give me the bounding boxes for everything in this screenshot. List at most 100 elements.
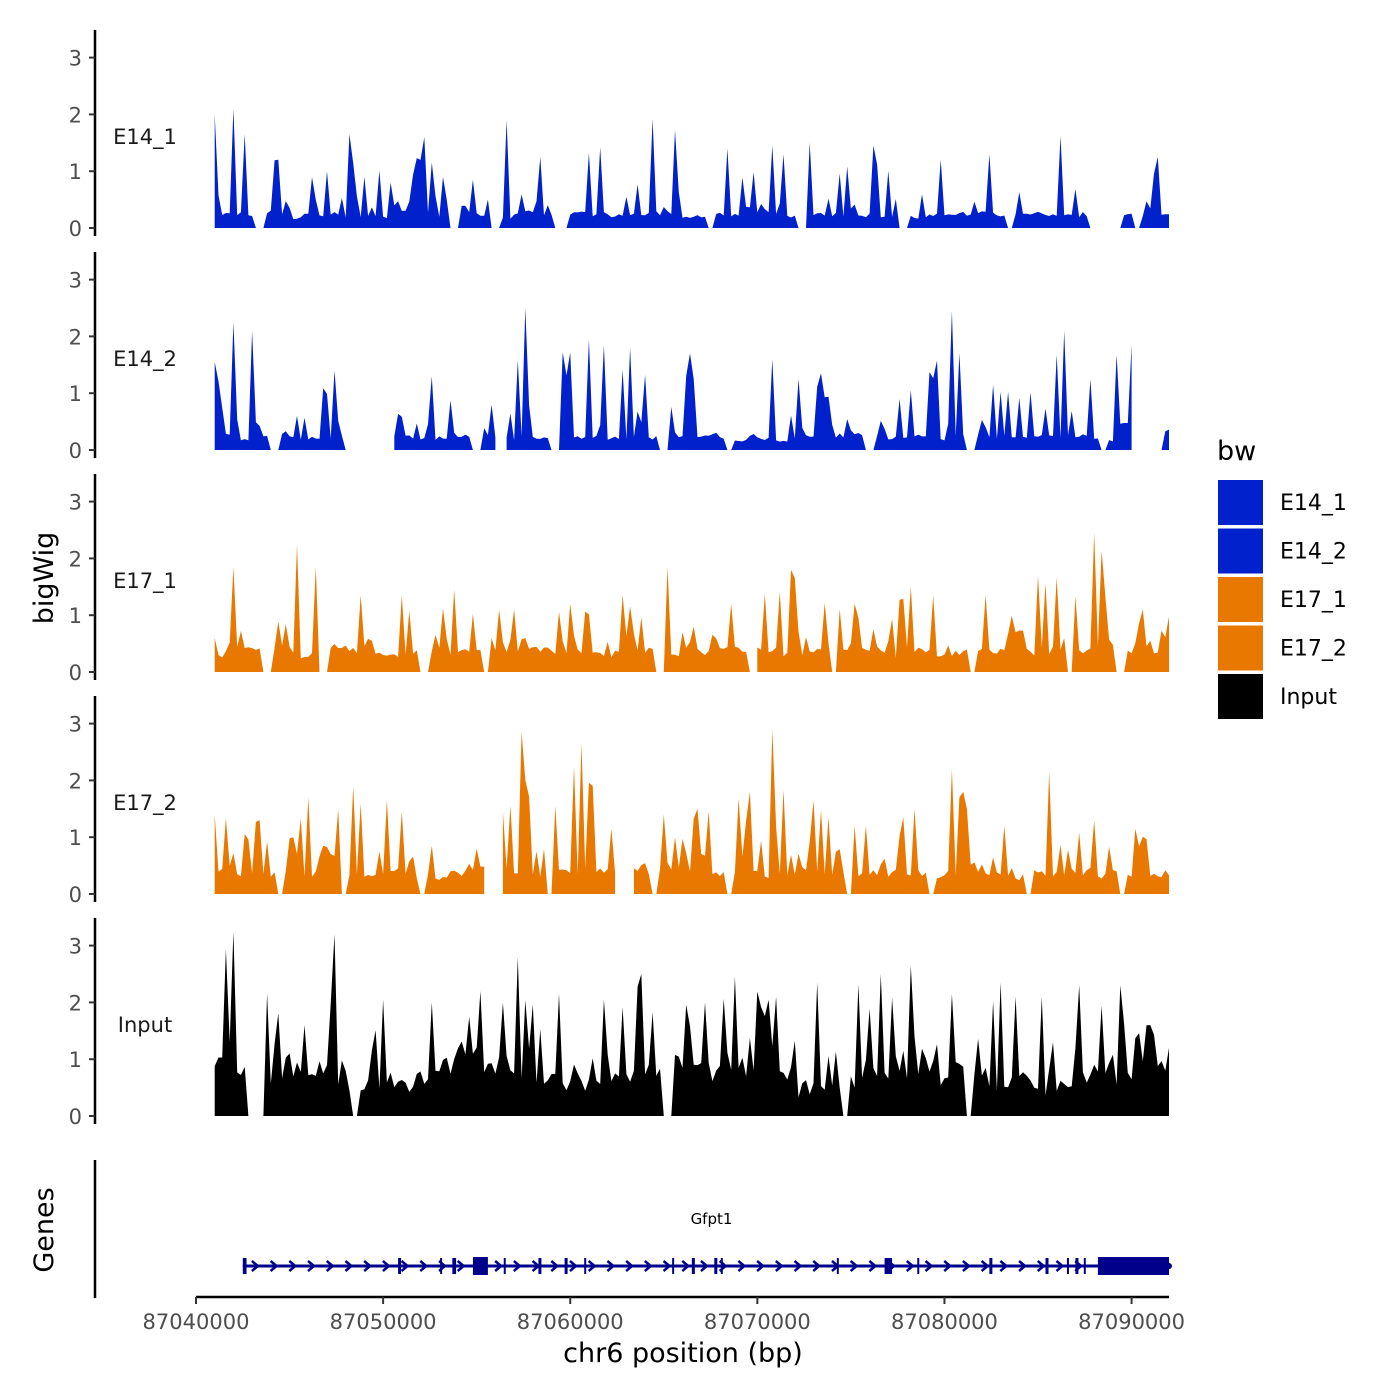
strand-arrow bbox=[269, 1260, 279, 1272]
gene-exon bbox=[1045, 1258, 1049, 1274]
strand-arrow bbox=[793, 1260, 803, 1272]
y-tick-label: 2 bbox=[69, 547, 82, 571]
legend-label-E14_2: E14_2 bbox=[1280, 540, 1347, 565]
legend-label-Input: Input bbox=[1280, 685, 1337, 710]
signal-area-E14_1 bbox=[214, 108, 1091, 228]
strand-arrow bbox=[456, 1260, 466, 1272]
y-tick-label: 1 bbox=[69, 604, 82, 628]
strand-arrow bbox=[344, 1260, 354, 1272]
signal-area-E14_2 bbox=[1161, 429, 1169, 450]
strand-arrow bbox=[251, 1260, 260, 1272]
strand-arrow bbox=[382, 1260, 391, 1272]
y-tick-label: 1 bbox=[69, 1048, 82, 1072]
x-tick-label: 87050000 bbox=[330, 1310, 437, 1334]
track-label-E17_1: E17_1 bbox=[113, 569, 177, 594]
signal-area-E14_1 bbox=[1120, 157, 1169, 228]
x-axis: 87040000 87050000 87060000 87070000 87080000… bbox=[143, 1295, 1185, 1334]
strand-arrow bbox=[980, 1260, 990, 1272]
strand-arrow bbox=[325, 1260, 335, 1272]
strand-arrow bbox=[307, 1260, 316, 1272]
gene-exon bbox=[398, 1258, 402, 1274]
legend-swatch-E14_2 bbox=[1218, 528, 1263, 574]
strand-arrow bbox=[363, 1260, 373, 1272]
strand-arrow bbox=[943, 1260, 953, 1272]
strand-arrow bbox=[962, 1260, 971, 1272]
gene-exon bbox=[989, 1258, 993, 1274]
gene-exon bbox=[691, 1258, 695, 1274]
track-label-E14_1: E14_1 bbox=[113, 125, 177, 150]
y-tick-label: 1 bbox=[69, 382, 82, 406]
y-tick-label: 2 bbox=[69, 991, 82, 1015]
x-tick-label: 87040000 bbox=[143, 1310, 250, 1334]
y-tick-label: 3 bbox=[69, 935, 82, 959]
signal-area-E17_2 bbox=[214, 786, 485, 894]
y-tick-label: 0 bbox=[69, 883, 82, 907]
signal-area-E17_2 bbox=[502, 732, 616, 894]
y-tick-label: 0 bbox=[69, 217, 82, 241]
strand-arrow bbox=[999, 1260, 1009, 1272]
legend-label-E14_1: E14_1 bbox=[1280, 491, 1347, 516]
track-E17_1: 0 1 2 3 E17_1 bbox=[69, 474, 1169, 685]
signal-area-Input bbox=[214, 931, 1169, 1116]
gene-exon bbox=[884, 1258, 893, 1274]
y-axis-title: bigWig bbox=[29, 532, 60, 625]
track-label-E14_2: E14_2 bbox=[113, 347, 177, 372]
strand-arrow bbox=[606, 1260, 616, 1272]
y-tick-label: 1 bbox=[69, 826, 82, 850]
x-tick-label: 87090000 bbox=[1078, 1310, 1185, 1334]
legend: bw E14_1 E14_2 E17_1 E17_2 Input bbox=[1217, 436, 1347, 719]
strand-arrow bbox=[868, 1260, 878, 1272]
y-tick-label: 3 bbox=[69, 491, 82, 515]
legend-swatch-E14_1 bbox=[1218, 480, 1263, 525]
track-label-E17_2: E17_2 bbox=[113, 791, 177, 816]
signal-area-E17_1 bbox=[757, 532, 1169, 672]
y-tick-label: 2 bbox=[69, 769, 82, 793]
strand-arrow bbox=[1018, 1260, 1028, 1272]
strand-arrow bbox=[419, 1260, 429, 1272]
strand-arrow bbox=[849, 1260, 859, 1272]
strand-arrow bbox=[737, 1260, 747, 1272]
y-tick-label: 1 bbox=[69, 160, 82, 184]
signal-area-E14_2 bbox=[214, 322, 354, 450]
x-tick-label: 87080000 bbox=[891, 1310, 998, 1334]
legend-swatch-E17_1 bbox=[1218, 577, 1263, 622]
y-tick-label: 0 bbox=[69, 1105, 82, 1129]
x-tick-label: 87070000 bbox=[704, 1310, 811, 1334]
gene-exon bbox=[538, 1258, 542, 1274]
legend-label-E17_2: E17_2 bbox=[1280, 637, 1347, 662]
strand-arrow bbox=[1055, 1260, 1065, 1272]
gene-end-marker bbox=[1166, 1263, 1172, 1269]
strand-arrow bbox=[587, 1260, 597, 1272]
signal-area-E17_2 bbox=[633, 729, 1169, 894]
genes-axis-title: Genes bbox=[29, 1187, 60, 1272]
x-axis-title: chr6 position (bp) bbox=[563, 1338, 803, 1369]
track-Input: 0 1 2 3 Input bbox=[69, 918, 1169, 1129]
legend-swatch-E17_2 bbox=[1218, 625, 1263, 671]
y-tick-label: 2 bbox=[69, 103, 82, 127]
strand-arrow bbox=[700, 1260, 709, 1272]
y-tick-label: 0 bbox=[69, 661, 82, 685]
strand-arrow bbox=[812, 1260, 822, 1272]
y-tick-label: 2 bbox=[69, 325, 82, 349]
strand-arrow bbox=[569, 1260, 578, 1272]
legend-swatch-Input bbox=[1218, 674, 1263, 719]
gene-exon bbox=[472, 1257, 488, 1275]
gene-exon bbox=[1097, 1257, 1169, 1275]
y-tick-label: 3 bbox=[69, 269, 82, 293]
y-tick-label: 3 bbox=[69, 713, 82, 737]
strand-arrow bbox=[625, 1260, 635, 1272]
gene-exon bbox=[564, 1258, 568, 1274]
strand-arrow bbox=[662, 1260, 672, 1272]
strand-arrow bbox=[550, 1260, 560, 1272]
gene-label: Gfpt1 bbox=[691, 1210, 733, 1228]
y-tick-label: 3 bbox=[69, 47, 82, 71]
legend-title: bw bbox=[1217, 436, 1256, 467]
legend-label-E17_1: E17_1 bbox=[1280, 588, 1347, 613]
strand-arrow bbox=[905, 1260, 915, 1272]
strand-arrow bbox=[1036, 1260, 1046, 1272]
gene-track: Gfpt1 bbox=[93, 1160, 1172, 1298]
track-label-Input: Input bbox=[118, 1013, 172, 1037]
strand-arrow bbox=[681, 1260, 691, 1272]
gene-exon bbox=[1075, 1258, 1079, 1274]
